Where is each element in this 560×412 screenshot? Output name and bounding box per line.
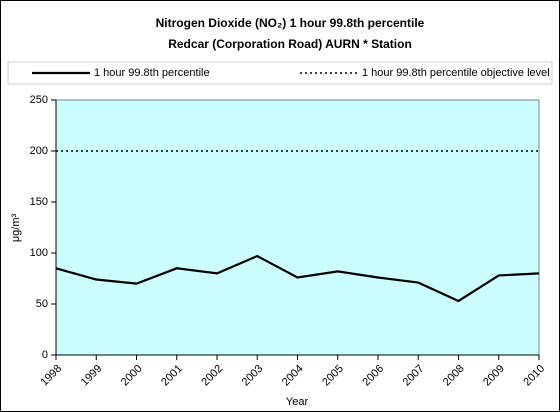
y-axis-label: μg/m³ — [10, 213, 22, 242]
x-axis-label: Year — [286, 396, 309, 408]
chart-title: Nitrogen Dioxide (NO₂) 1 hour 99.8th per… — [156, 16, 425, 30]
legend-box — [7, 61, 553, 85]
y-tick-label: 100 — [30, 247, 48, 259]
chart-subtitle: Redcar (Corporation Road) AURN * Station — [168, 37, 412, 51]
series-line — [55, 254, 540, 303]
y-tick-label: 50 — [36, 298, 48, 310]
y-tick-label: 200 — [30, 145, 48, 157]
y-tick-label: 150 — [30, 196, 48, 208]
legend-label: 1 hour 99.8th percentile objective level — [362, 67, 550, 79]
y-tick-label: 0 — [42, 349, 48, 361]
plot-area — [55, 99, 540, 356]
legend-label: 1 hour 99.8th percentile — [94, 67, 210, 79]
y-tick-label: 250 — [30, 94, 48, 106]
